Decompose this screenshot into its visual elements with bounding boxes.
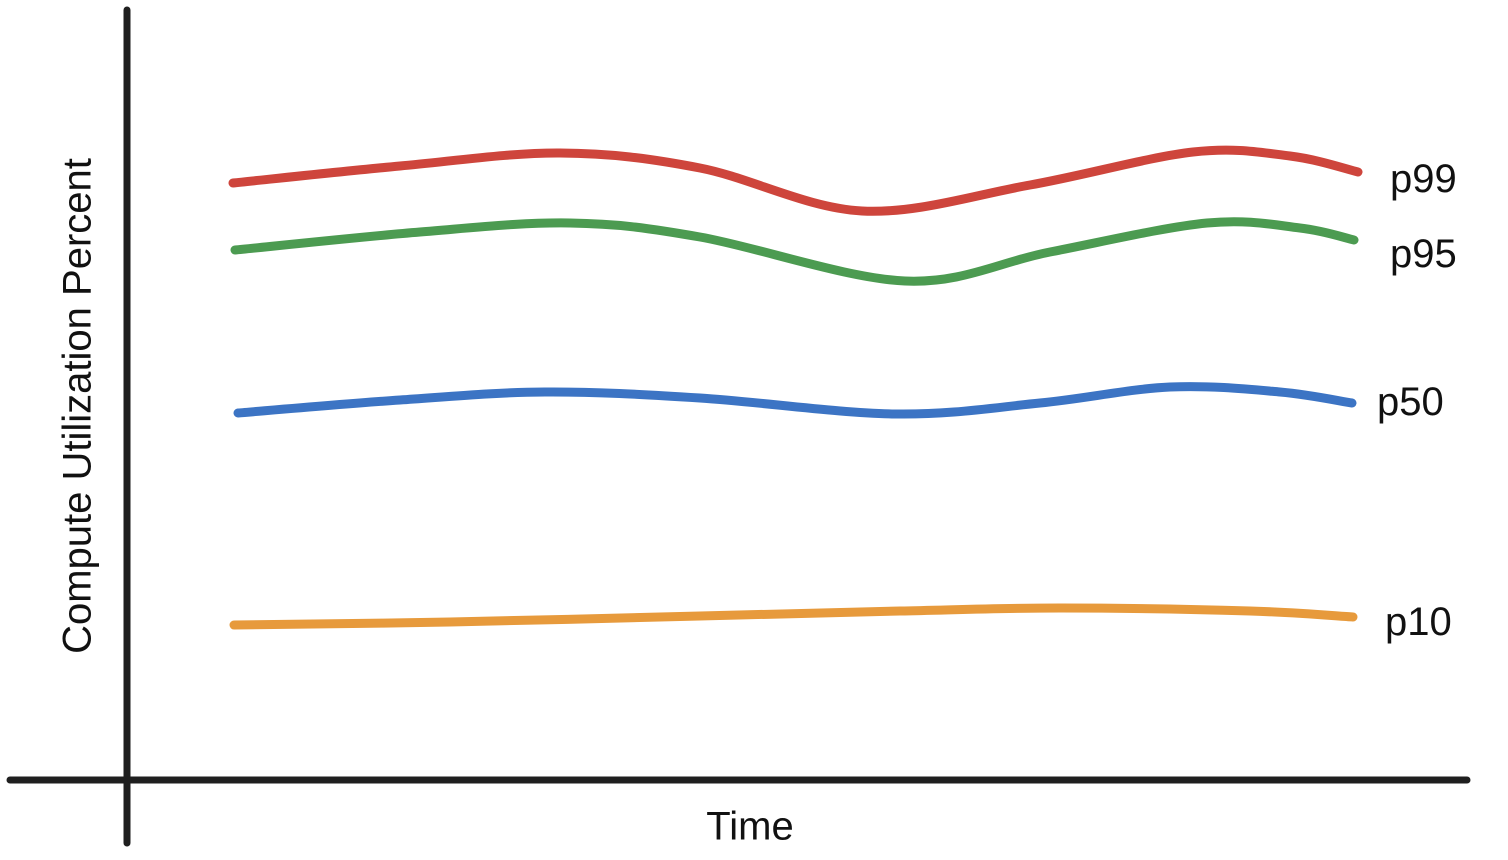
series-label-p50: p50 xyxy=(1377,380,1444,424)
series-line-p99 xyxy=(228,145,1363,216)
series-label-p10: p10 xyxy=(1385,600,1452,644)
series-line-p10 xyxy=(229,603,1358,630)
axes xyxy=(6,6,1471,847)
x-axis-title: Time xyxy=(706,804,794,849)
series-line-p95 xyxy=(230,217,1359,286)
curves xyxy=(228,145,1363,630)
series-label-p95: p95 xyxy=(1390,232,1457,276)
series-labels: p99 p95 p50 p10 xyxy=(1377,157,1457,644)
y-axis-title: Compute Utilization Percent xyxy=(55,158,100,654)
series-label-p99: p99 xyxy=(1390,157,1457,201)
series-line-p50 xyxy=(233,382,1357,419)
